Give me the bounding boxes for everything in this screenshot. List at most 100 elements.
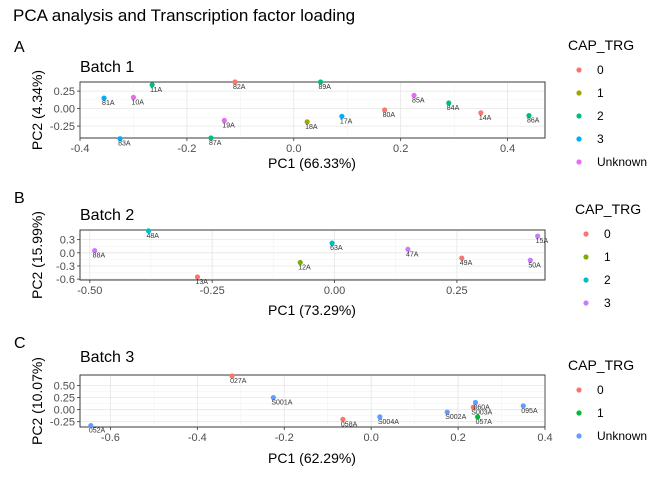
tick-label-y: 0.25 [54, 393, 75, 405]
data-point-label: 84A [447, 105, 460, 112]
data-point [208, 135, 214, 141]
y-axis-title: PC2 (10.07%) [29, 357, 45, 445]
tick-label-x: 0.4 [500, 143, 515, 155]
data-point [117, 136, 123, 142]
panel-title: Batch 3 [80, 349, 134, 366]
legend-label: 0 [597, 63, 604, 77]
data-point-label: 19A [222, 123, 235, 130]
legend-key [576, 136, 582, 142]
plot-border [79, 374, 546, 428]
panel-tag: A [14, 39, 25, 56]
data-point [145, 228, 152, 234]
data-point [270, 395, 276, 401]
data-point [475, 414, 481, 420]
plot-border [79, 81, 546, 139]
data-point [130, 94, 137, 100]
data-point-label: 80A [383, 112, 396, 119]
data-point [229, 373, 235, 379]
data-point [382, 107, 388, 113]
data-point [101, 95, 107, 101]
data-point-label: S004A [378, 419, 399, 426]
panel-tag: B [14, 190, 25, 207]
tick-label-x: -0.25 [200, 285, 225, 297]
tick-label-y: 0.3 [60, 235, 75, 247]
tick-label-y: -0.25 [50, 121, 75, 133]
tick-label-y: -0.6 [56, 274, 75, 286]
legend-key [583, 231, 589, 237]
tick-label-x: -0.4 [71, 143, 90, 155]
data-point-label: S001A [271, 400, 292, 407]
data-point-label: 83A [118, 141, 131, 148]
data-point-label: 057A [476, 419, 493, 426]
data-point-label: 058A [341, 421, 358, 428]
tick-label-x: 0.0 [286, 143, 301, 155]
data-point [329, 240, 335, 246]
data-point [92, 248, 98, 254]
panel-title: Batch 2 [80, 207, 134, 224]
data-point-label: 48A [147, 233, 160, 240]
data-point-label: 11A [150, 87, 162, 94]
legend-key [576, 67, 582, 73]
legend-label: 1 [597, 406, 604, 420]
data-point-label: 18A [305, 124, 318, 131]
tick-label-y: 0.50 [54, 381, 75, 393]
x-axis-title: PC1 (73.29%) [268, 302, 356, 318]
tick-label-x: -0.2 [275, 432, 294, 444]
data-point-label: S003A [471, 409, 492, 416]
tick-label-y: -0.25 [50, 417, 75, 429]
tick-label-x: -0.4 [188, 432, 207, 444]
data-point-label: 89A [319, 84, 332, 91]
data-point-label: 14A [479, 115, 492, 122]
data-point-label: 86A [527, 118, 540, 125]
tick-label-x: 0.2 [393, 143, 408, 155]
data-point [470, 404, 476, 410]
data-point-label: 15A [536, 238, 549, 245]
data-point [526, 113, 532, 119]
legend-key [583, 277, 589, 283]
data-point-label: 47A [406, 251, 419, 258]
legend-title: CAP_TRG [568, 357, 634, 373]
legend-key [583, 300, 589, 306]
data-point [405, 246, 411, 252]
data-point [194, 274, 201, 280]
x-axis-title: PC1 (62.29%) [268, 450, 356, 466]
legend-label: 0 [604, 227, 611, 241]
tick-label-x: 0.4 [537, 432, 552, 444]
legend-title: CAP_TRG [568, 37, 634, 53]
tick-label-y: -0.3 [56, 261, 75, 273]
legend-key [576, 433, 582, 439]
legend-key [583, 254, 589, 260]
data-point-label: 87A [209, 140, 222, 147]
legend-key [576, 159, 582, 165]
data-point-label: 81A [102, 100, 115, 107]
data-point-label: 027A [230, 378, 247, 385]
tick-label-y: 0.25 [54, 86, 75, 98]
data-point-label: 85A [412, 97, 425, 104]
legend-label: 2 [597, 109, 604, 123]
tick-label-x: 0.25 [446, 285, 467, 297]
tick-label-x: -0.2 [177, 143, 196, 155]
data-point [472, 399, 479, 406]
tick-label-x: 0.00 [324, 285, 345, 297]
data-point-label: 12A [298, 264, 311, 271]
data-point-label: 49A [460, 260, 473, 267]
data-point [232, 79, 238, 85]
data-point-label: 13A [195, 279, 208, 286]
legend-label: Unknown [597, 155, 647, 169]
data-point-label: 095A [521, 408, 538, 415]
data-point [520, 403, 526, 409]
y-axis-title: PC2 (4.34%) [29, 70, 45, 150]
data-point-label: 50A [528, 262, 541, 269]
legend-key [576, 387, 582, 393]
data-point [221, 117, 227, 124]
tick-label-x: -0.6 [101, 432, 120, 444]
legend-label: 0 [597, 383, 604, 397]
data-point [459, 255, 465, 261]
legend-label: 1 [597, 86, 604, 100]
data-point [339, 113, 345, 119]
data-point [317, 79, 324, 85]
data-point [446, 100, 452, 106]
data-point [304, 119, 310, 125]
data-point-label: 060A [473, 404, 490, 411]
